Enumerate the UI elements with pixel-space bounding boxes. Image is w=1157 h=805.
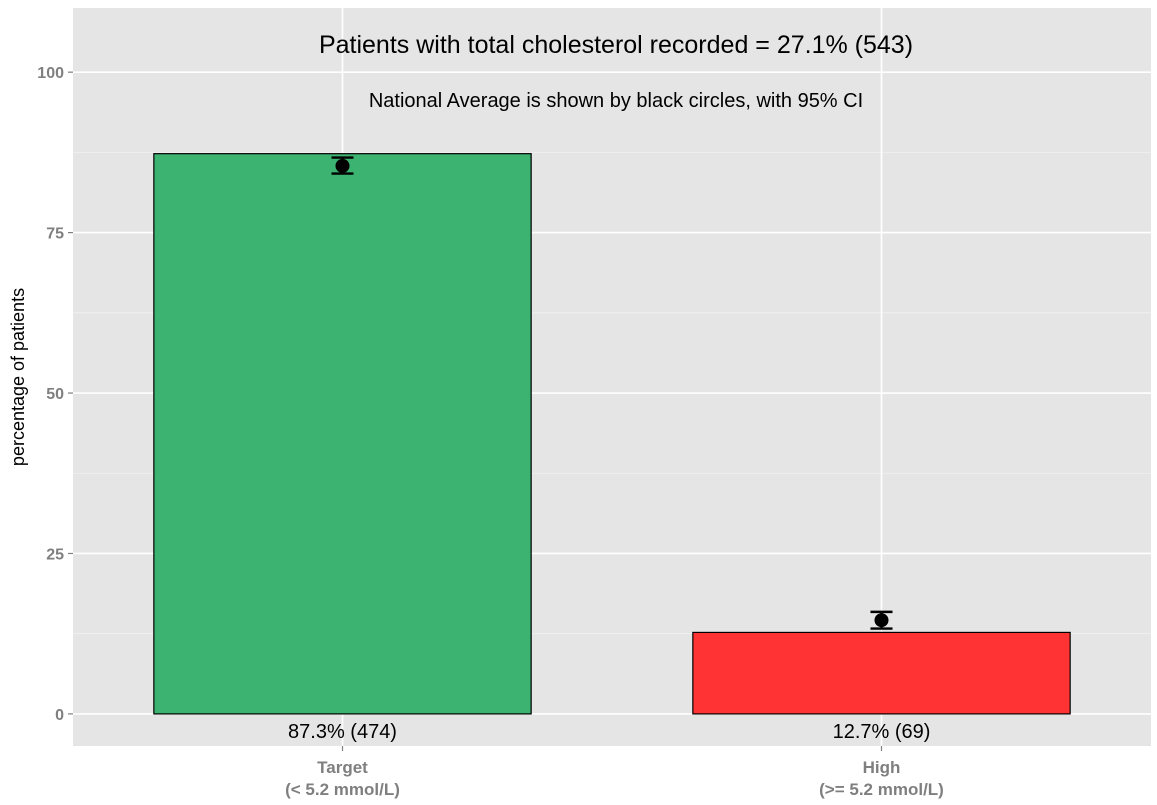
bars-layer	[153, 153, 1071, 715]
y-tick-label: 100	[37, 65, 64, 82]
bar-labels-layer: 87.3% (474) 12.7% (69)	[288, 721, 930, 743]
y-tick-label: 50	[46, 386, 64, 403]
bar-high	[692, 631, 1071, 715]
bar-target	[153, 153, 532, 715]
national-average-point-target	[335, 158, 350, 173]
y-tick-label: 25	[46, 546, 64, 563]
y-axis: 0 25 50 75 100	[37, 65, 73, 724]
chart-subtitle: National Average is shown by black circl…	[369, 90, 863, 112]
x-tick-label-target-line1: Target	[317, 758, 368, 777]
y-axis-title: percentage of patients	[8, 288, 28, 466]
y-tick-label: 0	[55, 707, 64, 724]
x-tick-label-target-line2: (< 5.2 mmol/L)	[285, 780, 400, 799]
annotations-layer: Patients with total cholesterol recorded…	[319, 31, 913, 112]
y-tick-label: 75	[46, 226, 64, 243]
x-tick-label-high-line1: High	[863, 758, 901, 777]
national-average-point-high	[874, 613, 889, 628]
bar-label-high: 12.7% (69)	[833, 721, 931, 743]
bar-label-target: 87.3% (474)	[288, 721, 397, 743]
x-tick-label-high-line2: (>= 5.2 mmol/L)	[819, 780, 944, 799]
chart-title: Patients with total cholesterol recorded…	[319, 31, 913, 59]
x-axis: Target (< 5.2 mmol/L) High (>= 5.2 mmol/L)	[285, 746, 944, 799]
national-average-layer	[331, 156, 893, 630]
